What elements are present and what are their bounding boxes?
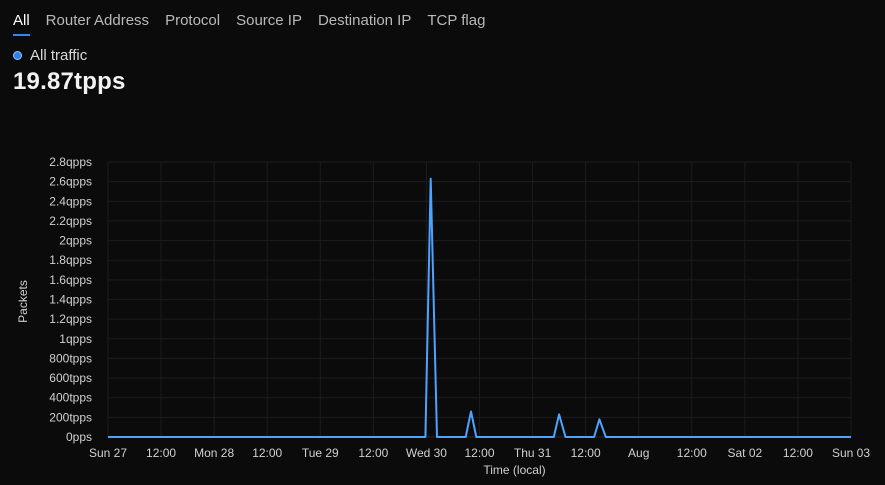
tab-router-address[interactable]: Router Address bbox=[45, 12, 150, 29]
y-tick-label: 1.4qpps bbox=[49, 293, 92, 307]
tab-destination-ip[interactable]: Destination IP bbox=[317, 12, 412, 29]
tab-protocol[interactable]: Protocol bbox=[165, 12, 221, 29]
y-tick-label: 2.8qpps bbox=[49, 155, 92, 169]
y-tick-label: 800tpps bbox=[49, 351, 92, 365]
y-tick-label: 1qpps bbox=[59, 332, 92, 346]
x-tick-label: Wed 30 bbox=[406, 446, 447, 460]
tab-tcp-flag[interactable]: TCP flag bbox=[427, 12, 486, 29]
legend-label: All traffic bbox=[30, 47, 88, 64]
x-tick-label: Tue 29 bbox=[302, 446, 339, 460]
y-tick-label: 600tpps bbox=[49, 371, 92, 385]
x-tick-label: Thu 31 bbox=[514, 446, 552, 460]
tab-source-ip[interactable]: Source IP bbox=[236, 12, 302, 29]
x-tick-label: 12:00 bbox=[677, 446, 707, 460]
x-axis-title: Time (local) bbox=[483, 463, 545, 477]
y-tick-label: 1.6qpps bbox=[49, 273, 92, 287]
y-tick-label: 2.4qpps bbox=[49, 194, 92, 208]
x-tick-label: Sat 02 bbox=[728, 446, 763, 460]
x-tick-label: Sun 03 bbox=[832, 446, 870, 460]
x-tick-label: 12:00 bbox=[252, 446, 282, 460]
x-tick-label: 12:00 bbox=[464, 446, 494, 460]
x-tick-label: 12:00 bbox=[358, 446, 388, 460]
series-legend[interactable]: All traffic bbox=[13, 47, 87, 64]
y-tick-label: 1.2qpps bbox=[49, 312, 92, 326]
y-tick-label: 0pps bbox=[66, 430, 92, 444]
x-tick-label: Sun 27 bbox=[89, 446, 127, 460]
y-tick-label: 1.8qpps bbox=[49, 253, 92, 267]
y-tick-label: 2.6qpps bbox=[49, 175, 92, 189]
y-tick-label: 400tpps bbox=[49, 391, 92, 405]
legend-dot-icon bbox=[13, 51, 22, 60]
tab-bar: All Router Address Protocol Source IP De… bbox=[13, 10, 485, 38]
series-line bbox=[108, 177, 851, 438]
x-tick-label: 12:00 bbox=[783, 446, 813, 460]
x-tick-label: Aug bbox=[628, 446, 649, 460]
x-tick-label: Mon 28 bbox=[194, 446, 234, 460]
y-tick-label: 200tpps bbox=[49, 410, 92, 424]
x-tick-label: 12:00 bbox=[571, 446, 601, 460]
tab-all[interactable]: All bbox=[13, 10, 30, 38]
summary-value: 19.87tpps bbox=[13, 68, 126, 95]
y-tick-label: 2qpps bbox=[59, 234, 92, 248]
y-axis-title: Packets bbox=[16, 280, 30, 323]
y-tick-label: 2.2qpps bbox=[49, 214, 92, 228]
x-tick-label: 12:00 bbox=[146, 446, 176, 460]
